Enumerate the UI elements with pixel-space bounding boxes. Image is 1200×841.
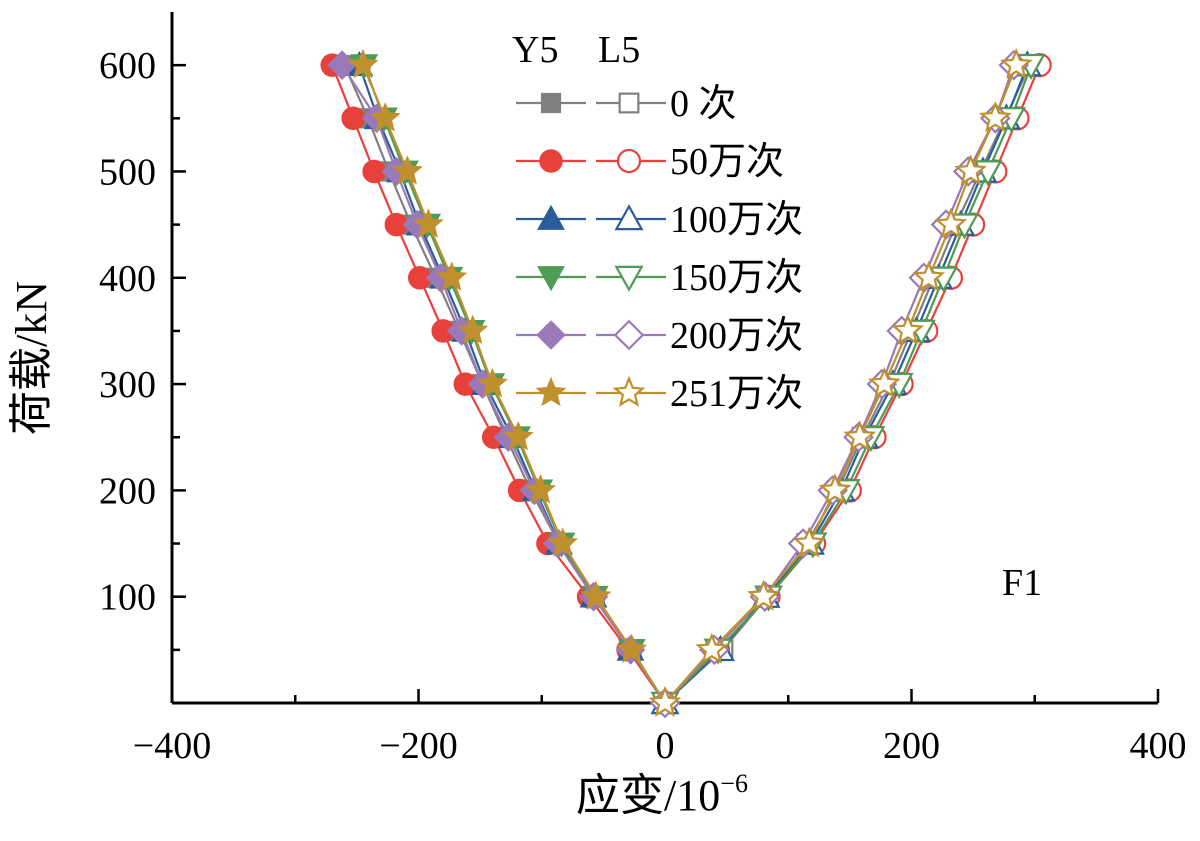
x-tick-label: −400 [133,725,211,767]
legend-l5-marker [614,265,644,292]
l5-data-point [818,473,852,505]
legend-y5-marker [536,320,566,350]
y5-data-point [616,633,648,664]
y5-data-point [412,208,444,238]
legend-l5-marker [616,148,642,174]
legend-label: 0 次 [670,83,737,125]
legend-header-y5: Y5 [512,29,558,71]
legend-y5-marker [540,92,562,114]
y5-data-point [580,580,612,610]
legend-y5-marker [539,149,563,173]
legend-l5-marker [612,375,646,407]
y5-data-point [341,106,365,131]
l5-data-point [934,207,968,239]
x-axis-title-exponent: −6 [720,769,748,798]
legend-l5-marker [613,319,645,351]
legend-label: 150万次 [670,257,803,299]
x-tick-label: −200 [379,725,457,767]
y5-data-point [391,155,423,185]
l5-data-point [648,685,682,717]
legend-y5-marker [537,266,565,292]
legend-label: 251万次 [670,373,803,415]
legend-label: 200万次 [670,315,803,357]
legend-y5-marker [535,376,567,407]
l5-data-point [868,366,901,398]
l5-data-point [999,47,1033,80]
y5-data-point [347,48,379,79]
legend-entry: 150万次 [516,257,803,299]
legend-entry: 100万次 [516,199,803,241]
y-axis-title: 荷载/kN [7,281,56,435]
series-layer [320,47,1052,719]
legend: Y5 L5 0 次 50万次 100万次 150万次 200万次 251万次 [512,29,803,415]
legend-entry: 50万次 [516,141,784,183]
y5-data-point [502,420,534,451]
y5-data-point [457,314,489,345]
x-tick-label: 400 [1130,725,1187,767]
y5-data-point [525,474,556,504]
y5-data-point [476,367,508,398]
legend-entry: 0 次 [516,83,737,125]
l5-data-point [891,313,925,345]
l5-data-point [695,632,729,664]
legend-l5-marker [614,204,644,231]
x-tick-label: 0 [656,725,675,767]
y-tick-label: 400 [99,258,156,300]
series-6 [347,47,1033,717]
legend-label: 100万次 [670,199,803,241]
l5-data-point [954,154,987,186]
l5-data-point [978,101,1012,133]
legend-label: 50万次 [670,141,784,183]
y-tick-label: 100 [99,577,156,619]
y5-data-point [436,261,468,291]
legend-y5-marker [537,204,565,230]
annotation-f1: F1 [1002,562,1042,604]
legend-l5-marker [618,92,640,114]
y5-data-point [547,527,579,557]
y-tick-label: 500 [99,151,156,193]
legend-entry: 200万次 [516,315,803,357]
l5-data-point [912,260,946,292]
y-tick-label: 300 [99,364,156,406]
l5-data-point [792,526,826,558]
x-axis-title-text: 应变/10 [576,771,720,820]
axis-ticks: −400 −200 0 200 400 100 200 300 400 500 600 [99,45,1187,767]
x-axis-title: 应变/10−6 [576,769,748,820]
l5-data-point [843,420,877,452]
x-tick-label: 200 [883,725,940,767]
l5-data-point [747,579,780,611]
y-tick-label: 600 [99,45,156,87]
legend-header-l5: L5 [598,29,640,71]
legend-entry: 251万次 [516,373,803,415]
y5-data-point [369,102,401,132]
y-tick-label: 200 [99,470,156,512]
